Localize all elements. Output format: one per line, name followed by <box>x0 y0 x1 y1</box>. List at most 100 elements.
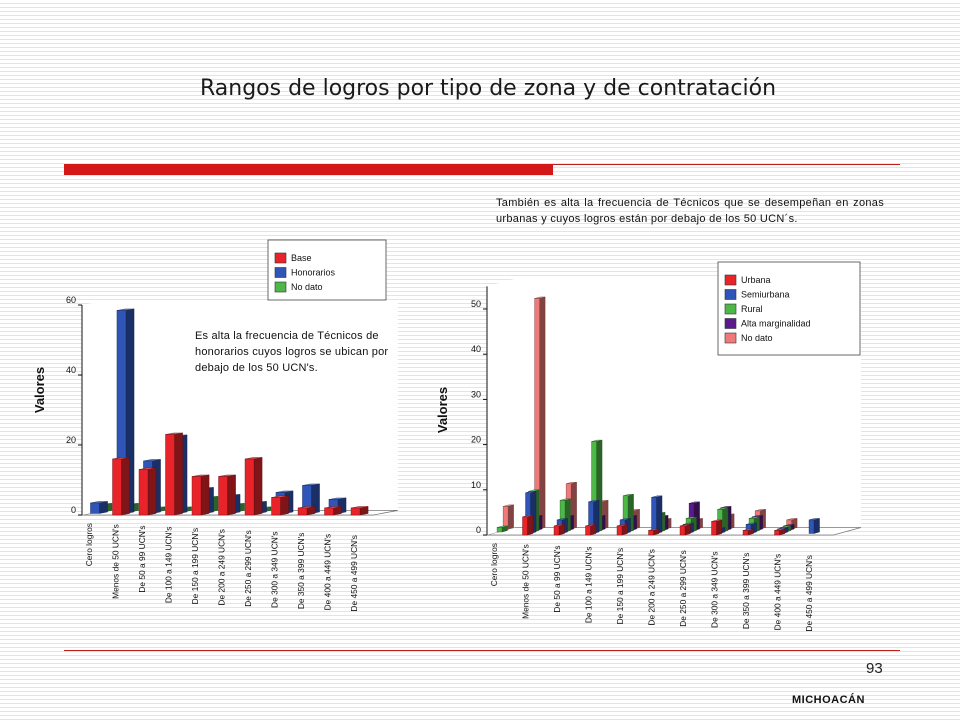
bar <box>651 497 657 534</box>
bar <box>244 458 255 516</box>
bar <box>679 525 686 536</box>
legend-item-label: Honorarios <box>291 268 336 278</box>
x-tick-label: Menos de 50 UCN's <box>111 524 121 599</box>
y-tick-label: 20 <box>66 435 76 445</box>
x-tick-label: De 150 a 199 UCN's <box>615 548 625 625</box>
x-tick-label: De 300 a 349 UCN's <box>270 531 280 608</box>
bar <box>271 497 281 516</box>
y-tick-label: 0 <box>476 525 481 535</box>
bar <box>553 525 560 536</box>
bar <box>138 469 149 516</box>
x-tick-label: De 400 a 449 UCN's <box>323 534 333 611</box>
bar <box>324 507 334 516</box>
x-tick-label: De 450 a 499 UCN's <box>349 535 359 612</box>
bar <box>742 530 749 536</box>
bar <box>350 507 361 516</box>
bar-side <box>539 296 546 530</box>
bar-side <box>813 518 820 534</box>
y-tick-label: 20 <box>471 435 481 445</box>
legend-swatch <box>724 318 737 329</box>
y-tick-label: 60 <box>66 295 76 305</box>
x-tick-label: De 300 a 349 UCN's <box>710 551 720 628</box>
x-tick-label: De 150 a 199 UCN's <box>190 528 200 605</box>
x-tick-label: De 100 a 149 UCN's <box>164 527 174 604</box>
chart-right: 0 10 20 30 40 50 Valores Cero logros Menos de 50… <box>435 261 862 632</box>
bar <box>297 507 308 516</box>
legend-swatch <box>724 274 737 286</box>
y-tick-label: 10 <box>471 480 481 490</box>
bar <box>502 506 509 530</box>
bottom-rule <box>64 650 900 651</box>
x-tick-label: Menos de 50 UCN's <box>521 544 531 619</box>
bar-side <box>684 524 691 536</box>
y-tick-label: 40 <box>471 344 481 354</box>
x-tick-label: De 350 a 399 UCN's <box>296 533 306 610</box>
chart-side-wall <box>82 300 107 515</box>
bar-side <box>716 519 723 536</box>
bar <box>711 521 717 536</box>
legend-swatch <box>274 281 287 293</box>
x-tick-label: Cero logros <box>84 523 94 566</box>
bar-side <box>253 457 263 516</box>
bar <box>496 527 503 533</box>
bar-side <box>99 501 108 514</box>
bar-side <box>621 524 628 536</box>
note-right: También es alta la frecuencia de Técnico… <box>496 197 884 225</box>
bar-side <box>280 495 289 516</box>
chart-floor <box>486 527 862 536</box>
legend-swatch <box>274 267 287 278</box>
x-tick-label: De 250 a 299 UCN's <box>243 530 253 607</box>
legend-item-label: Urbana <box>741 275 771 285</box>
legend-item-label: No dato <box>741 333 773 343</box>
legend-item-label: Semiurbana <box>741 290 790 300</box>
y-tick-label: 50 <box>471 299 481 309</box>
page-title: Rangos de logros por tipo de zona y de c… <box>199 76 777 101</box>
y-axis-title: Valores <box>32 367 47 413</box>
bar-side <box>656 495 663 534</box>
chart-side-wall <box>487 278 515 535</box>
bar-side <box>590 524 597 536</box>
legend-box <box>267 239 387 301</box>
bar <box>112 458 122 516</box>
x-tick-label: De 400 a 449 UCN's <box>773 554 783 631</box>
y-axis-title: Valores <box>435 387 450 433</box>
legend-item-label: Alta marginalidad <box>741 319 811 329</box>
bar <box>585 525 591 536</box>
footer-label: MICHOACÁN <box>792 694 865 706</box>
legend-item-label: No dato <box>291 282 323 292</box>
legend-swatch <box>724 332 737 344</box>
legend-item-label: Base <box>291 253 312 263</box>
x-tick-label: De 450 a 499 UCN's <box>804 555 814 632</box>
x-tick-label: De 50 a 99 UCN's <box>552 545 562 612</box>
chart-left: 0 20 40 60 Valores Cero logros Menos de 50 UCN… <box>32 239 398 612</box>
bar <box>191 476 202 516</box>
bar-side <box>558 524 565 536</box>
bar <box>218 476 228 516</box>
bar <box>616 525 623 536</box>
x-tick-label: De 200 a 249 UCN's <box>647 549 657 626</box>
bar-side <box>121 457 130 516</box>
legend-swatch <box>724 303 737 315</box>
bar <box>648 530 654 536</box>
x-tick-label: De 250 a 299 UCN's <box>678 550 688 627</box>
y-tick-label: 30 <box>471 389 481 399</box>
x-tick-label: De 200 a 249 UCN's <box>217 529 227 606</box>
note-left: Es alta la frecuencia de Técnicos de hon… <box>195 330 389 374</box>
bar-side <box>227 474 236 516</box>
bar-side <box>147 467 157 516</box>
bar <box>774 530 780 536</box>
bar <box>808 519 815 534</box>
y-tick-label: 0 <box>71 505 76 515</box>
bar <box>90 502 100 514</box>
title-rule-thick <box>64 164 553 175</box>
bar-side <box>507 504 514 530</box>
page-number: 93 <box>866 660 883 677</box>
bar <box>522 516 528 536</box>
bar-side <box>200 474 210 516</box>
x-tick-label: Cero logros <box>489 543 499 586</box>
legend-item-label: Rural <box>741 304 763 314</box>
legend-swatch <box>274 252 287 264</box>
x-tick-label: De 350 a 399 UCN's <box>741 553 751 630</box>
y-tick-label: 40 <box>66 365 76 375</box>
x-tick-label: De 50 a 99 UCN's <box>137 525 147 592</box>
